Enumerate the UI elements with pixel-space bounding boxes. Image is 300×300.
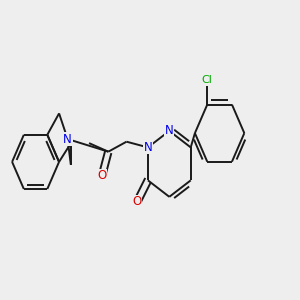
Text: O: O [97,169,106,182]
Text: N: N [143,141,152,154]
Text: N: N [63,133,72,146]
Text: N: N [165,124,174,137]
Text: O: O [133,195,142,208]
Text: Cl: Cl [202,75,213,85]
